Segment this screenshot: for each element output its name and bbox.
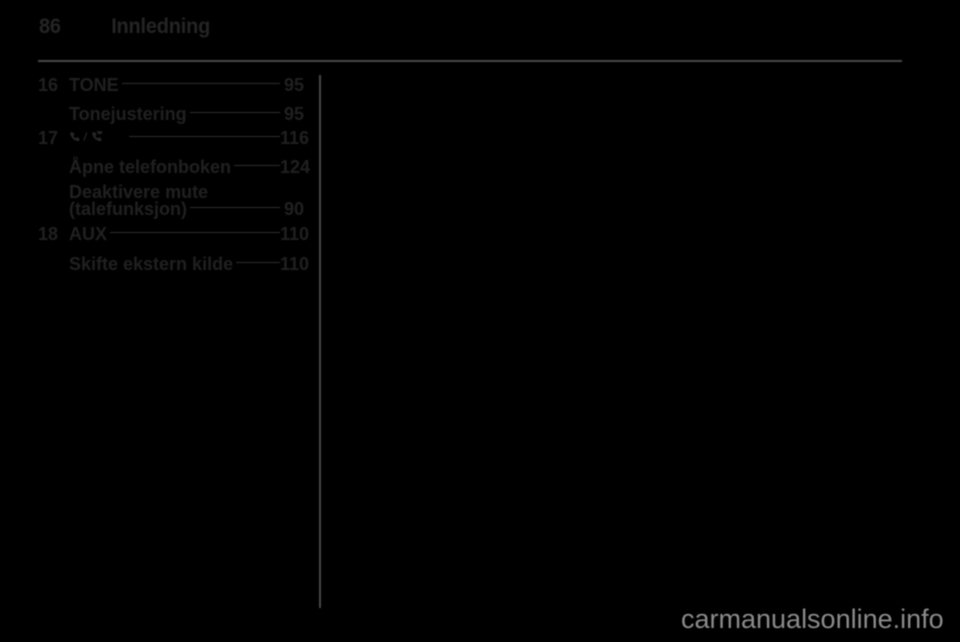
svg-text:/: /	[83, 132, 89, 144]
